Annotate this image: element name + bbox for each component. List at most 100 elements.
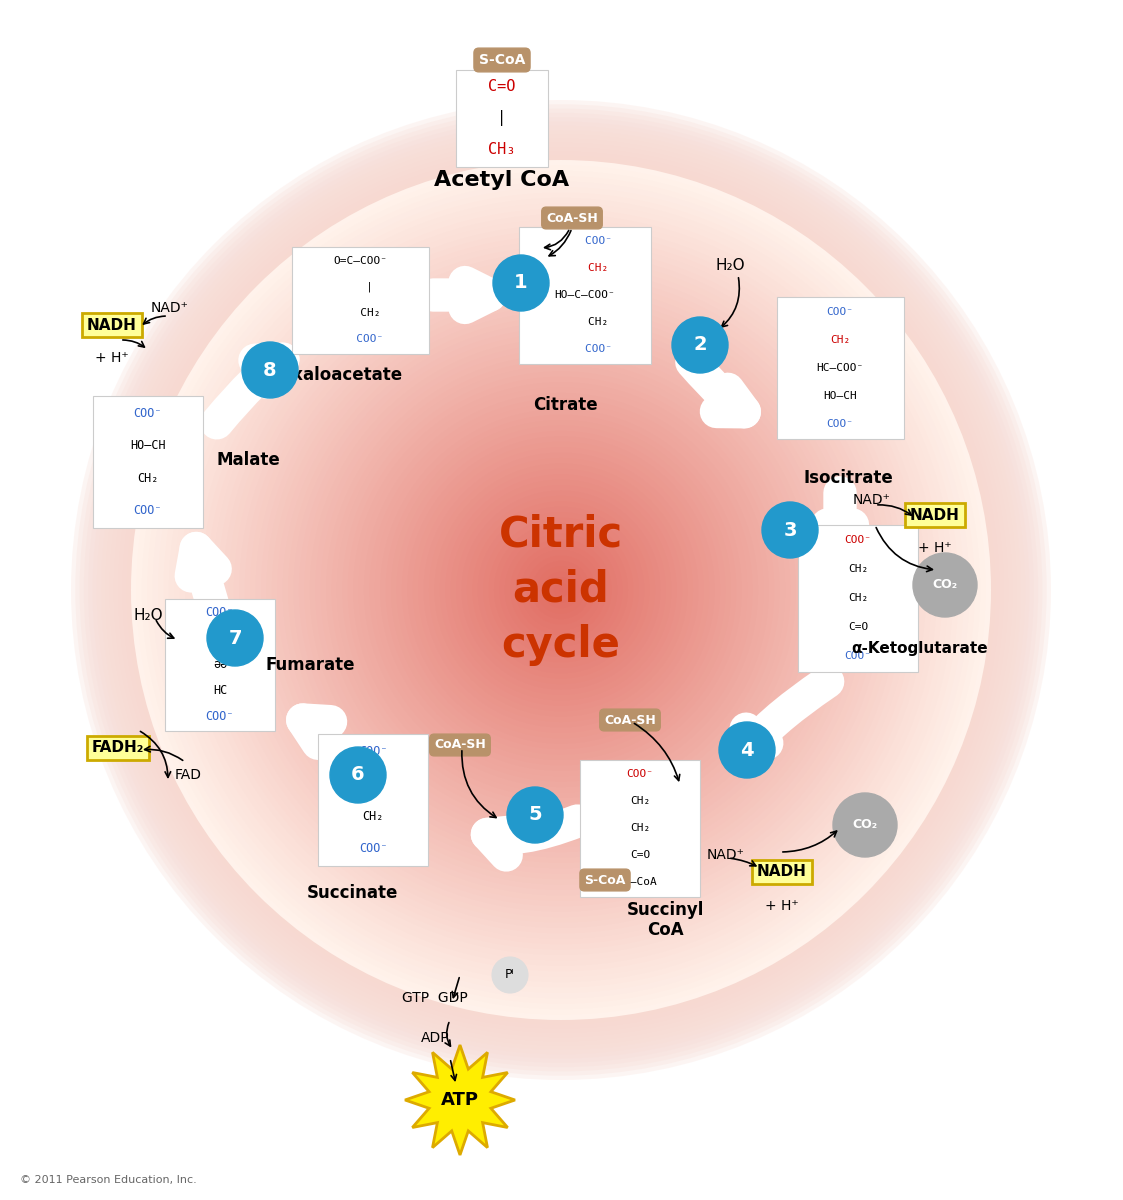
Ellipse shape — [375, 403, 747, 776]
Text: COO⁻: COO⁻ — [558, 236, 612, 246]
Ellipse shape — [445, 474, 677, 706]
Text: NAD⁺: NAD⁺ — [707, 848, 745, 862]
Ellipse shape — [542, 571, 579, 608]
Text: CH₃: CH₃ — [489, 142, 515, 157]
Text: CH₂: CH₂ — [848, 593, 868, 602]
Ellipse shape — [554, 582, 568, 598]
Text: FADH₂: FADH₂ — [92, 740, 144, 756]
Text: Citrate: Citrate — [532, 396, 597, 414]
Ellipse shape — [385, 415, 737, 766]
Ellipse shape — [462, 491, 660, 690]
Ellipse shape — [408, 437, 714, 744]
Text: Pᴵ: Pᴵ — [505, 968, 514, 982]
Ellipse shape — [266, 295, 856, 884]
Text: |: | — [497, 110, 506, 126]
Ellipse shape — [239, 269, 883, 912]
Text: Succinyl
CoA: Succinyl CoA — [627, 900, 704, 940]
FancyBboxPatch shape — [165, 599, 275, 731]
FancyBboxPatch shape — [519, 227, 651, 364]
Text: CO₂: CO₂ — [932, 578, 958, 592]
Ellipse shape — [505, 534, 618, 646]
Ellipse shape — [429, 458, 693, 722]
Ellipse shape — [532, 560, 590, 619]
Text: NADH: NADH — [88, 318, 137, 332]
Circle shape — [672, 317, 728, 373]
Text: © 2011 Pearson Education, Inc.: © 2011 Pearson Education, Inc. — [20, 1175, 197, 1186]
Ellipse shape — [223, 252, 898, 928]
Ellipse shape — [358, 388, 764, 792]
Ellipse shape — [191, 220, 931, 960]
Text: ǝǝ: ǝǝ — [213, 659, 227, 672]
Ellipse shape — [321, 349, 802, 830]
Text: CoA-SH: CoA-SH — [435, 738, 486, 751]
Text: HC: HC — [213, 684, 227, 697]
Ellipse shape — [559, 588, 563, 592]
Ellipse shape — [97, 126, 1025, 1055]
Ellipse shape — [337, 366, 785, 814]
Ellipse shape — [80, 108, 1042, 1072]
Text: S-CoA: S-CoA — [584, 874, 626, 887]
FancyBboxPatch shape — [93, 396, 203, 528]
Ellipse shape — [101, 130, 1021, 1050]
Ellipse shape — [147, 176, 975, 1003]
Ellipse shape — [158, 187, 964, 992]
Ellipse shape — [293, 323, 829, 858]
Text: COO⁻: COO⁻ — [827, 419, 853, 428]
Ellipse shape — [256, 284, 866, 895]
Text: COO⁻: COO⁻ — [844, 535, 871, 545]
Ellipse shape — [136, 166, 986, 1014]
Text: CH₂: CH₂ — [137, 472, 158, 485]
Ellipse shape — [440, 469, 682, 712]
Text: CH₂: CH₂ — [562, 317, 609, 326]
Ellipse shape — [164, 192, 959, 988]
Ellipse shape — [316, 344, 806, 835]
Text: CH₂: CH₂ — [830, 335, 850, 346]
Text: COO⁻: COO⁻ — [134, 407, 162, 420]
Text: α-Ketoglutarate: α-Ketoglutarate — [851, 641, 988, 655]
Text: 5: 5 — [528, 805, 541, 824]
Ellipse shape — [141, 170, 980, 1009]
Ellipse shape — [494, 523, 628, 658]
Text: HC—COO⁻: HC—COO⁻ — [816, 362, 864, 373]
FancyBboxPatch shape — [292, 246, 429, 354]
Text: Malate: Malate — [216, 451, 280, 469]
Text: COO⁻: COO⁻ — [558, 344, 612, 354]
Ellipse shape — [500, 528, 622, 652]
Text: S—CoA: S—CoA — [623, 877, 657, 887]
Ellipse shape — [348, 377, 774, 803]
Text: GTP  GDP: GTP GDP — [402, 991, 468, 1006]
Ellipse shape — [261, 290, 861, 890]
Text: 7: 7 — [228, 629, 241, 648]
Ellipse shape — [88, 118, 1034, 1063]
Text: HO—C—COO⁻: HO—C—COO⁻ — [555, 290, 615, 300]
Circle shape — [330, 746, 386, 803]
Text: 1: 1 — [514, 274, 528, 293]
Text: 2: 2 — [693, 336, 706, 354]
Text: H₂O: H₂O — [134, 608, 163, 624]
Text: COO⁻: COO⁻ — [844, 650, 871, 661]
Text: CH₂: CH₂ — [363, 810, 384, 823]
Ellipse shape — [289, 317, 834, 863]
Text: 3: 3 — [783, 521, 796, 540]
Text: FAD: FAD — [174, 768, 201, 782]
Ellipse shape — [364, 392, 758, 787]
Ellipse shape — [515, 545, 606, 635]
Ellipse shape — [326, 355, 796, 824]
Circle shape — [833, 793, 897, 857]
Ellipse shape — [418, 448, 704, 733]
Ellipse shape — [391, 420, 731, 760]
Text: ADP: ADP — [421, 1031, 449, 1045]
Ellipse shape — [413, 442, 710, 738]
Ellipse shape — [250, 280, 871, 901]
Ellipse shape — [277, 306, 844, 874]
Text: COO⁻: COO⁻ — [206, 606, 235, 619]
Text: ATP: ATP — [441, 1091, 480, 1109]
Text: + H⁺: + H⁺ — [95, 350, 129, 365]
Ellipse shape — [435, 463, 687, 716]
Circle shape — [241, 342, 298, 398]
Ellipse shape — [272, 301, 850, 880]
Text: Oxaloacetate: Oxaloacetate — [277, 366, 402, 384]
Ellipse shape — [369, 398, 752, 781]
Text: C=O: C=O — [848, 622, 868, 632]
Ellipse shape — [131, 160, 990, 1020]
